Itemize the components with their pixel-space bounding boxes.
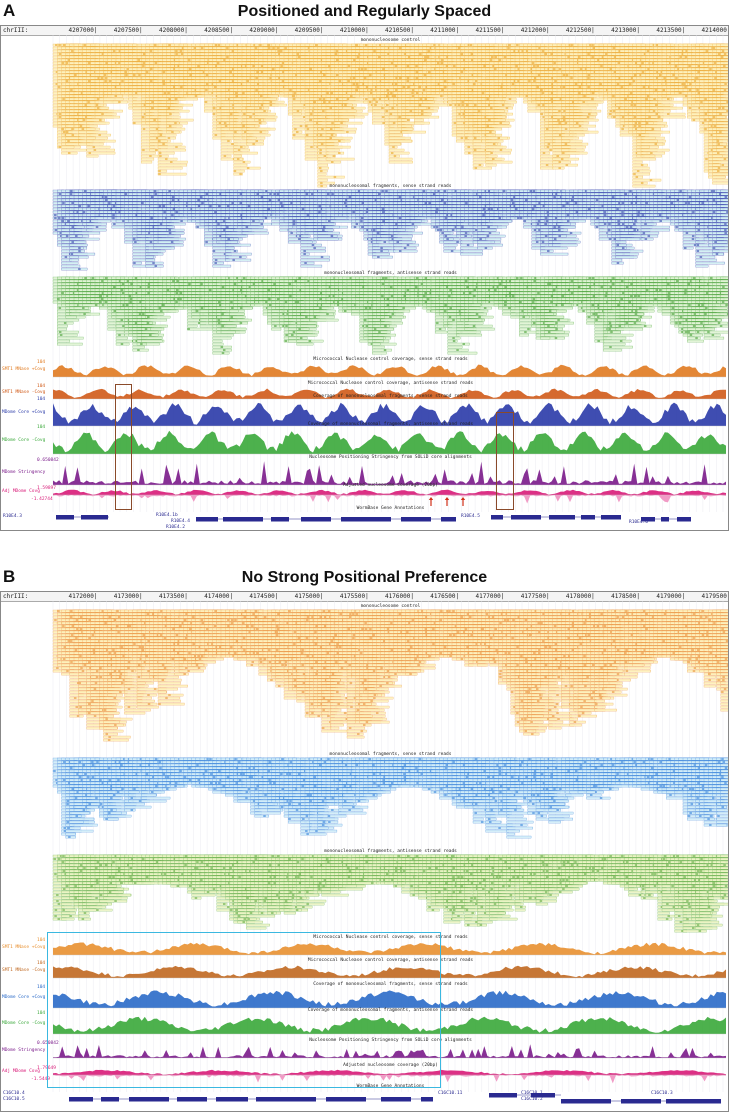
read-stack-track bbox=[53, 190, 728, 270]
highlight-box bbox=[496, 412, 514, 510]
signal-track-label: MDome Core -Covg bbox=[2, 1021, 45, 1026]
signal-track-title: Coverage of mononucleosomal fragments, a… bbox=[53, 422, 728, 427]
signal-track-title: Adjusted nucleosome coverage (20bp) bbox=[53, 483, 728, 488]
gene-label: C16C10.1 bbox=[521, 1091, 543, 1096]
gene-models bbox=[69, 1093, 721, 1104]
signal-track-title: Coverage of mononucleosomal fragments, s… bbox=[53, 394, 728, 399]
gene-label: C16C10.2 bbox=[521, 1097, 543, 1102]
read-track-title: mononucleosomal fragments, sense strand … bbox=[53, 184, 728, 189]
signal-track-label: MDome Core +Covg bbox=[2, 995, 45, 1000]
panel-b-title: No Strong Positional Preference bbox=[0, 569, 729, 587]
read-track-title: mononucleosomal fragments, sense strand … bbox=[53, 752, 728, 757]
gene-label: C16C10.3 bbox=[651, 1091, 673, 1096]
gene-label: C16C10.11 bbox=[438, 1091, 462, 1096]
read-stack-track bbox=[53, 610, 728, 741]
track-scale-max: 0.650842 bbox=[37, 458, 59, 463]
signal-track-label: Adj MDome Covg bbox=[2, 489, 40, 494]
signal-track-title: Nucleosome Positioning Stringency from S… bbox=[53, 455, 728, 460]
signal-track-label: SMT1 MNase -Covg bbox=[2, 390, 45, 395]
track-scale-max: 104 bbox=[37, 938, 45, 943]
genome-browser-panel-b: chrIII: 4172000| 4173000| 4173500| 4174000|… bbox=[0, 591, 729, 1112]
track-scale-min: -1.42744 bbox=[31, 497, 53, 502]
read-stack-track bbox=[53, 758, 728, 838]
gene-label: R10E4.6 bbox=[629, 520, 648, 525]
track-scale-max: 104 bbox=[37, 425, 45, 430]
gene-label: R10E4.3 bbox=[3, 514, 22, 519]
signal-track-label: MDome Stringency bbox=[2, 1048, 45, 1053]
signal-track-label: SMT1 MNase +Covg bbox=[2, 367, 45, 372]
track-scale-max: 104 bbox=[37, 384, 45, 389]
track-scale-max: 104 bbox=[37, 985, 45, 990]
highlight-box bbox=[47, 932, 441, 1088]
read-track-title: mononucleosome control bbox=[53, 604, 728, 609]
gene-track-title: WormBase Gene Annotations bbox=[53, 506, 728, 511]
gene-label: R10E4.2 bbox=[166, 525, 185, 530]
signal-track-title: Micrococcal Nuclease control coverage, a… bbox=[53, 381, 728, 386]
gene-label: R10E4.4 bbox=[171, 519, 190, 524]
track-scale-max: 104 bbox=[37, 397, 45, 402]
gene-label: C16C10.4 bbox=[3, 1091, 25, 1096]
highlight-box bbox=[115, 384, 132, 510]
read-stack-track bbox=[53, 44, 728, 187]
track-scale-max: 104 bbox=[37, 360, 45, 365]
track-scale-max: 104 bbox=[37, 1011, 45, 1016]
track-scale-max: 104 bbox=[37, 961, 45, 966]
panel-a-title: Positioned and Regularly Spaced bbox=[0, 3, 729, 21]
read-track-title: mononucleosome control bbox=[53, 38, 728, 43]
signal-track-label: MDome Core -Covg bbox=[2, 438, 45, 443]
genome-browser-panel-a: chrIII: 4207000| 4207500| 4208000| 4208500|… bbox=[0, 25, 729, 531]
signal-track-label: Adj MDome Covg bbox=[2, 1069, 40, 1074]
gene-label: R10E4.5 bbox=[461, 514, 480, 519]
gene-models bbox=[56, 515, 691, 522]
signal-track-title: Micrococcal Nuclease control coverage, s… bbox=[53, 357, 728, 362]
gene-label: C16C10.5 bbox=[3, 1097, 25, 1102]
read-track-title: mononucleosomal fragments, antisense str… bbox=[53, 271, 728, 276]
signal-track-label: SMT1 MNase -Covg bbox=[2, 968, 45, 973]
read-track-title: mononucleosomal fragments, antisense str… bbox=[53, 849, 728, 854]
track-scale-max: 1.59897 bbox=[37, 486, 56, 491]
signal-track-label: MDome Stringency bbox=[2, 470, 45, 475]
read-stack-track bbox=[53, 855, 728, 932]
signal-track-label: MDome Core +Covg bbox=[2, 410, 45, 415]
read-stack-track bbox=[53, 277, 728, 354]
signal-track-label: SMT1 MNase +Covg bbox=[2, 945, 45, 950]
gene-label: R10E4.1b bbox=[156, 513, 178, 518]
